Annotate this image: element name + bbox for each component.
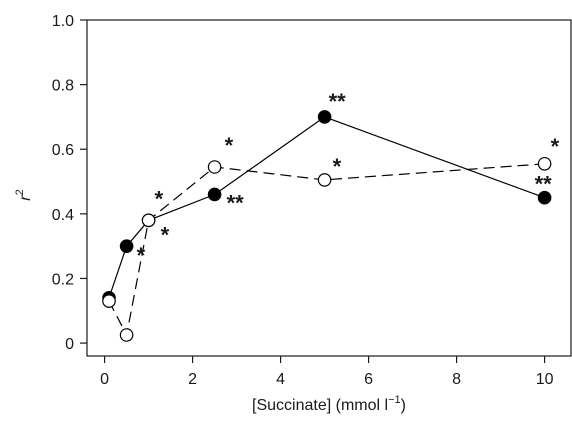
significance-marks: ************	[137, 89, 560, 268]
data-points	[102, 110, 552, 342]
filled-circle-point	[537, 190, 552, 205]
open-circle-point	[102, 294, 116, 308]
x-axis-title-main: [Succinate] (mmol l	[252, 397, 388, 414]
series-dashed-line	[108, 163, 545, 337]
significance-label: *	[161, 222, 170, 247]
open-circle-point	[119, 328, 134, 342]
y-axis-title-main: r	[17, 195, 34, 201]
filled-circle-point	[317, 110, 332, 124]
x-tick-label: 4	[276, 371, 285, 388]
x-tick-label: 0	[100, 371, 109, 388]
y-tick-label: 0.6	[52, 142, 74, 159]
significance-label: *	[155, 186, 164, 211]
y-tick-label: 1.0	[52, 13, 74, 30]
open-circle-point	[207, 160, 222, 174]
x-axis-title: [Succinate] (mmol l−1)	[252, 394, 406, 414]
significance-label: **	[227, 190, 245, 215]
significance-label: **	[329, 89, 347, 114]
x-axis: 0 2 4 6 8 10	[100, 356, 554, 388]
x-tick-label: 2	[188, 371, 197, 388]
y-axis-title-superscript: 2	[14, 189, 26, 195]
significance-label: *	[225, 133, 234, 158]
series-lines	[108, 116, 545, 337]
open-circle-point	[537, 156, 552, 171]
significance-label: *	[137, 243, 146, 268]
filled-circle-point	[207, 187, 222, 202]
x-tick-label: 8	[452, 371, 461, 388]
plot-frame	[86, 19, 572, 357]
x-axis-title-end: )	[401, 397, 406, 414]
y-tick-label: 0.4	[52, 207, 74, 224]
x-tick-label: 6	[364, 371, 373, 388]
x-tick-label: 10	[536, 371, 554, 388]
y-tick-label: 0.8	[52, 78, 74, 95]
significance-label: *	[551, 134, 560, 159]
y-tick-label: 0	[65, 336, 74, 353]
y-axis: 0 0.2 0.4 0.6 0.8 1.0	[52, 13, 87, 353]
filled-circle-point	[119, 239, 134, 253]
open-circle-point	[141, 213, 156, 228]
y-tick-label: 0.2	[52, 271, 74, 288]
significance-label: **	[535, 172, 553, 197]
open-circle-point	[317, 173, 332, 187]
series-solid-line	[108, 116, 545, 298]
significance-label: *	[333, 154, 342, 179]
y-axis-title: r2	[14, 189, 34, 200]
x-axis-title-superscript: −1	[388, 394, 401, 406]
